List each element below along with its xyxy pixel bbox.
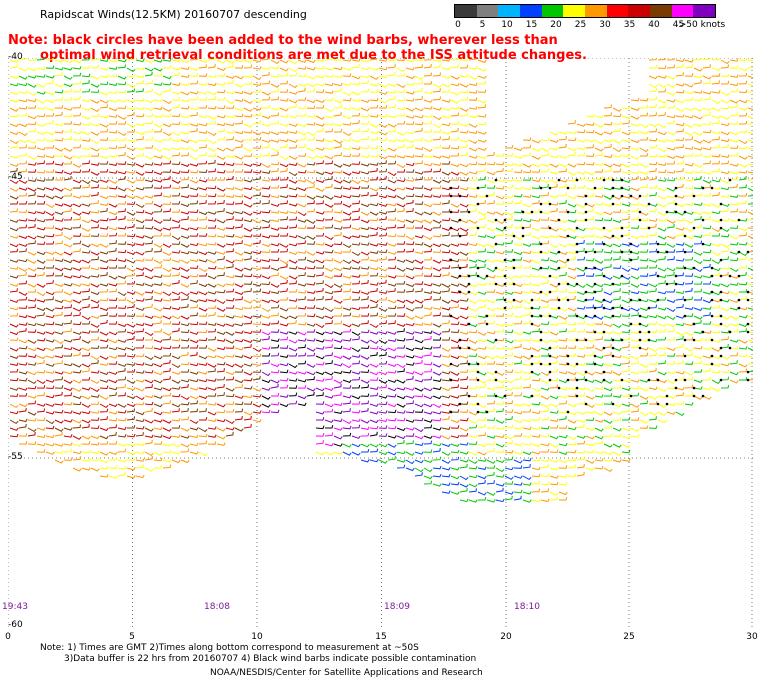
- color-scale-segment: [606, 5, 629, 17]
- lat-label-55s: -55: [8, 452, 23, 462]
- color-scale-segment: [498, 5, 521, 17]
- footer-credit: NOAA/NESDIS/Center for Satellite Applica…: [210, 668, 483, 678]
- time-label-1810: 18:10: [514, 602, 540, 612]
- lon-label-20: 20: [500, 632, 512, 642]
- time-label-1943: 19:43: [2, 602, 28, 612]
- contamination-note-line1: Note: black circles have been added to t…: [8, 33, 558, 48]
- color-scale-segment: [541, 5, 564, 17]
- color-scale-segment: [455, 5, 477, 17]
- lon-label-15: 15: [375, 632, 387, 642]
- color-scale-segment: [693, 5, 716, 17]
- footer-note-line2: 3)Data buffer is 22 hrs from 20160707 4)…: [64, 654, 477, 664]
- color-scale-segment: [650, 5, 672, 17]
- lat-label-60s: -60: [8, 620, 23, 630]
- color-scale-label: 35: [623, 20, 636, 30]
- color-scale-segment: [671, 5, 694, 17]
- graticule: [8, 58, 753, 628]
- lat-label-45s: -45: [8, 172, 23, 182]
- color-scale-label: 20: [550, 20, 562, 30]
- lon-label-30: 30: [746, 632, 758, 642]
- color-scale-label: >50 knots: [678, 20, 726, 30]
- color-scale-label: 5: [479, 20, 486, 30]
- color-scale-segment: [520, 5, 542, 17]
- lon-label-10: 10: [251, 632, 263, 642]
- lon-label-25: 25: [623, 632, 635, 642]
- color-scale-label: 15: [525, 20, 538, 30]
- color-scale-label: 45: [672, 20, 685, 30]
- color-scale-label: 0: [455, 20, 461, 30]
- color-scale-label: 10: [501, 20, 513, 30]
- wind-barbs: [9, 58, 753, 503]
- lat-label-40s: -40: [8, 52, 23, 62]
- lon-label-0: 0: [5, 632, 11, 642]
- contamination-note-line2: optimal wind retrieval conditions are me…: [40, 48, 587, 63]
- color-scale-segment: [628, 5, 651, 17]
- color-scale-segment: [585, 5, 607, 17]
- time-label-1809: 18:09: [384, 602, 410, 612]
- wind-barb-map: [8, 58, 753, 628]
- footer-note-line1: Note: 1) Times are GMT 2)Times along bot…: [40, 643, 419, 653]
- lon-label-5: 5: [129, 632, 135, 642]
- color-scale-label: 30: [599, 20, 611, 30]
- color-scale-label: 40: [648, 20, 660, 30]
- color-scale-label: 25: [574, 20, 587, 30]
- map-title: Rapidscat Winds(12.5KM) 20160707 descend…: [40, 8, 307, 21]
- color-scale-segment: [476, 5, 499, 17]
- color-scale-bar: [454, 4, 716, 18]
- color-scale-segment: [563, 5, 586, 17]
- time-label-1808: 18:08: [204, 602, 230, 612]
- wind-speed-color-scale: 0 5 10 15 20 25 30 35 40 45 >50 knots: [454, 4, 725, 34]
